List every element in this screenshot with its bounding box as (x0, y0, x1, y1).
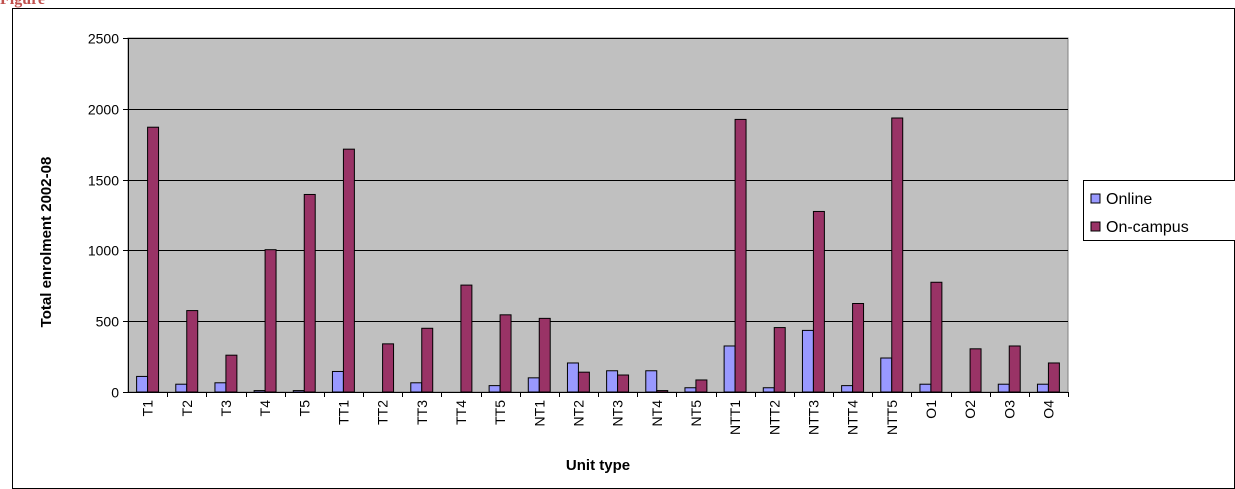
bar-on-campus-t3 (225, 354, 238, 393)
bar-on-campus-ntt2 (773, 327, 786, 393)
bar-on-campus-nt5 (695, 379, 708, 393)
x-tick-label: NT4 (649, 400, 665, 427)
bar-on-campus-t1 (147, 126, 160, 393)
bar-online-ntt3 (801, 329, 814, 393)
x-tick-label: T3 (218, 400, 234, 417)
x-tick-label: TT1 (335, 400, 351, 425)
bar-on-campus-nt4 (656, 390, 669, 393)
x-tick-label: O2 (962, 400, 978, 419)
bar-on-campus-ntt1 (734, 118, 747, 393)
x-tick-label: TT5 (492, 400, 508, 425)
bar-on-campus-nt3 (617, 374, 630, 393)
bar-online-o4 (1036, 383, 1049, 393)
x-tick-label: NTT4 (845, 400, 861, 435)
bar-on-campus-o2 (969, 348, 982, 393)
x-tick-label: T5 (296, 400, 312, 417)
x-tick-label: O4 (1040, 400, 1056, 419)
x-tick-label: NTT3 (805, 400, 821, 435)
bar-on-campus-tt1 (342, 148, 355, 393)
bar-online-tt5 (488, 385, 501, 393)
bar-online-nt3 (606, 370, 619, 393)
bar-on-campus-tt5 (499, 314, 512, 393)
bar-on-campus-t2 (186, 310, 199, 393)
x-tick-label: TT4 (453, 400, 469, 425)
bar-on-campus-tt4 (460, 284, 473, 393)
y-tick-label: 2500 (88, 31, 119, 47)
x-tick-label: NTT1 (727, 400, 743, 435)
bar-on-campus-t4 (264, 249, 277, 393)
bar-online-ntt1 (723, 345, 736, 393)
bar-on-campus-o1 (930, 281, 943, 393)
plot-area (127, 37, 1069, 393)
legend-box (1083, 180, 1235, 241)
bar-online-nt2 (566, 362, 579, 393)
figure-caption: Figure (0, 0, 45, 9)
bar-online-o1 (919, 383, 932, 393)
bar-on-campus-tt3 (421, 327, 434, 393)
bar-online-t1 (136, 375, 149, 393)
bar-on-campus-t5 (303, 193, 316, 393)
bar-on-campus-ntt5 (891, 117, 904, 393)
bar-online-t4 (253, 390, 266, 393)
legend-swatch-on-campus (1090, 221, 1101, 232)
y-tick-label: 2000 (88, 102, 119, 118)
x-tick-label: TT3 (414, 400, 430, 425)
bar-on-campus-nt1 (538, 317, 551, 393)
bar-on-campus-ntt4 (852, 303, 865, 393)
y-tick-label: 500 (96, 314, 120, 330)
x-axis-title: Unit type (566, 457, 630, 474)
x-tick-label: T1 (140, 400, 156, 417)
legend-swatch-online (1090, 193, 1101, 204)
legend-label-on-campus: On-campus (1106, 219, 1189, 236)
bar-online-ntt4 (841, 385, 854, 393)
bar-online-ntt5 (880, 357, 893, 393)
bar-online-tt1 (331, 370, 344, 393)
x-tick-label: NTT5 (884, 400, 900, 435)
bar-on-campus-o4 (1047, 362, 1060, 393)
x-tick-label: T4 (257, 400, 273, 417)
legend-label-online: Online (1106, 191, 1152, 208)
bar-online-t3 (214, 382, 227, 393)
y-tick-label: 1500 (88, 173, 119, 189)
bars (136, 117, 1060, 393)
bar-online-tt3 (410, 382, 423, 393)
x-tick-label: NTT2 (766, 400, 782, 435)
bar-online-nt4 (645, 370, 658, 393)
x-tick-label: NT2 (570, 400, 586, 427)
gridlines (128, 38, 1068, 322)
y-axis-title: Total enrolment 2002-08 (38, 157, 55, 328)
bar-on-campus-nt2 (577, 371, 590, 393)
x-tick-label: NT1 (531, 400, 547, 427)
y-tick-label: 1000 (88, 243, 119, 259)
y-tick-label: 0 (111, 385, 119, 401)
bar-online-o3 (997, 383, 1010, 393)
bar-online-t5 (292, 390, 305, 393)
bar-online-nt1 (527, 377, 540, 393)
x-tick-label: TT2 (375, 400, 391, 425)
x-tick-label: O3 (1001, 400, 1017, 419)
bar-online-ntt2 (762, 387, 775, 393)
bar-online-nt5 (684, 387, 697, 393)
x-tick-label: T2 (179, 400, 195, 417)
x-tick-label: O1 (923, 400, 939, 419)
x-tick-label: NT5 (688, 400, 704, 427)
bar-on-campus-ntt3 (812, 210, 825, 393)
axes: 0 500 1000 1500 2000 2500 T1 T2 T3 T4 T5 TT1 TT2 TT3 T… (88, 31, 1069, 435)
bar-on-campus-tt2 (382, 343, 395, 393)
legend: Online On-campus (1083, 180, 1235, 241)
bar-on-campus-o3 (1008, 345, 1021, 393)
x-tick-label: NT3 (610, 400, 626, 427)
bar-online-t2 (175, 383, 188, 393)
